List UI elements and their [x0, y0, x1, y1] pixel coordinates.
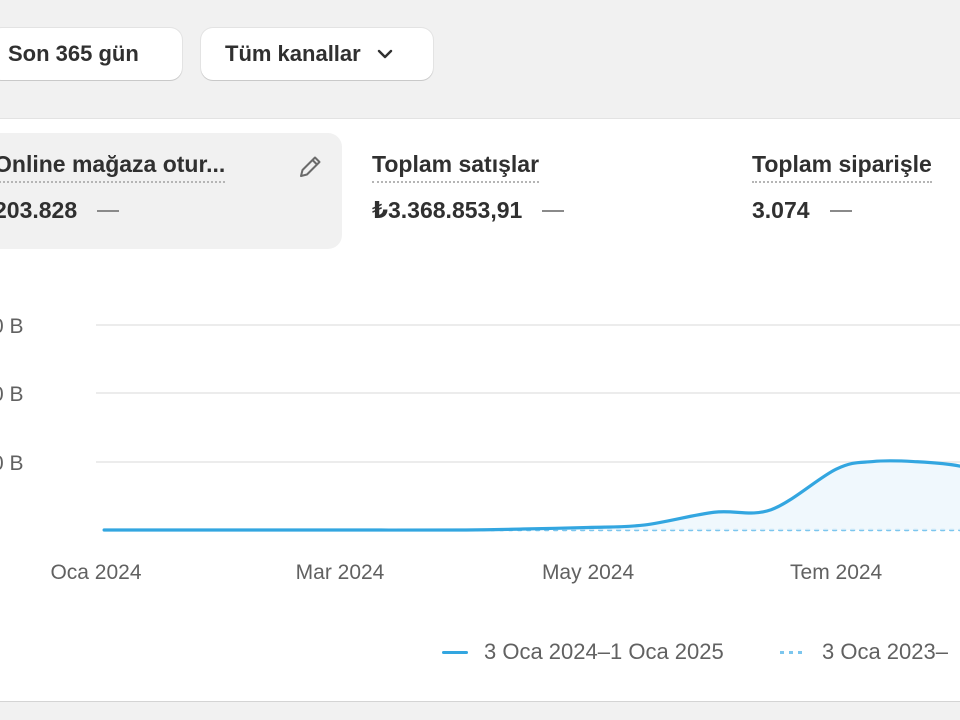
comparison-dash-icon: [542, 209, 565, 212]
analytics-card: Online mağaza otur... 203.828 Toplam sat…: [0, 118, 960, 701]
x-tick-label: Tem 2024: [790, 561, 883, 584]
legend-label-current: 3 Oca 2024–1 Oca 2025: [484, 639, 724, 664]
series-line-current: [102, 459, 960, 532]
metric-value-orders: 3.074: [752, 197, 810, 223]
metric-tile-orders[interactable]: Toplam siparişle 3.074: [752, 133, 960, 249]
metric-title-sales[interactable]: Toplam satışlar: [372, 151, 540, 183]
y-tick-label: 0 B: [0, 383, 24, 406]
legend-dotted-line-icon: [780, 650, 806, 654]
pencil-edit-icon[interactable]: [296, 153, 324, 181]
series-area-current: [104, 460, 960, 531]
legend-item-current[interactable]: 3 Oca 2024–1 Oca 2025: [442, 637, 724, 667]
comparison-dash-icon: [97, 209, 120, 212]
channels-dropdown[interactable]: Tüm kanallar: [201, 28, 433, 80]
y-tick-label: 0 B: [0, 452, 24, 475]
metric-title-sessions[interactable]: Online mağaza otur...: [0, 151, 226, 183]
metric-value-sales: ₺3.368.853,91: [372, 197, 523, 223]
sales-line-chart: 0 B 0 B 0 B Oca 2024 Mar 2024 May 2024 Tem 202…: [0, 315, 960, 584]
date-range-button[interactable]: Son 365 gün: [0, 28, 182, 80]
metric-tile-sessions[interactable]: Online mağaza otur... 203.828: [0, 133, 342, 249]
metric-tile-sales[interactable]: Toplam satışlar ₺3.368.853,91: [372, 133, 712, 249]
comparison-dash-icon: [829, 209, 852, 212]
legend-label-previous: 3 Oca 2023–: [822, 639, 948, 664]
x-tick-label: Oca 2024: [50, 561, 141, 584]
metric-value-sessions: 203.828: [0, 197, 78, 223]
y-tick-label: 0 B: [0, 315, 24, 338]
x-tick-label: Mar 2024: [296, 561, 385, 584]
chevron-down-icon: [375, 44, 395, 64]
x-tick-label: May 2024: [542, 561, 635, 584]
channels-label: Tüm kanallar: [225, 41, 361, 66]
metric-title-orders[interactable]: Toplam siparişle: [752, 151, 932, 183]
legend-solid-line-icon: [442, 650, 468, 654]
date-range-label: Son 365 gün: [8, 41, 139, 66]
legend-item-previous[interactable]: 3 Oca 2023–: [780, 637, 948, 667]
